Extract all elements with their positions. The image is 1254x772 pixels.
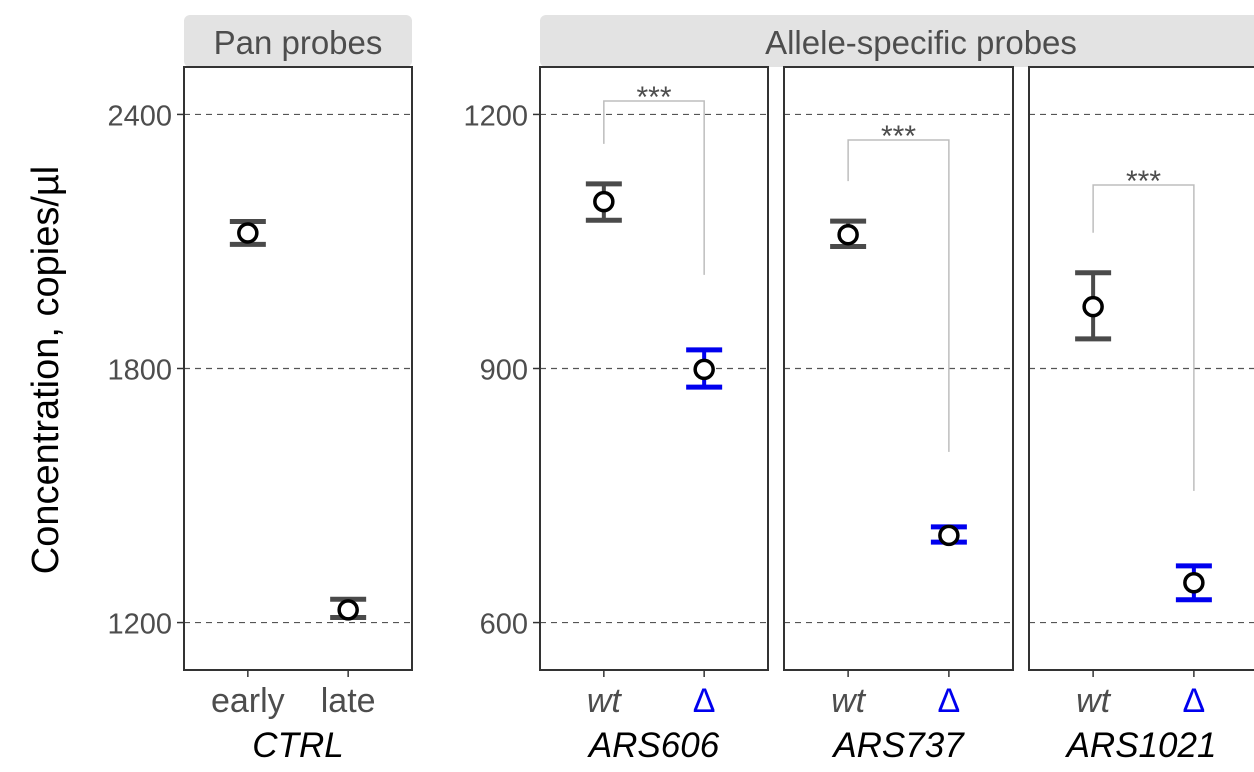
panel-ars737: *** wt Δ ARS737: [783, 66, 1014, 765]
panels-layer: 1200 1800 2400 early late CTRL 600 900 1200 *** wt…: [107, 66, 1254, 765]
x-tick-label-ars737-1: Δ: [938, 682, 961, 720]
y-tick-label-ars606-2: 1200: [463, 100, 528, 132]
x-tick-label-ars606-0: wt: [587, 682, 623, 720]
strip-allele-specific-probes: [540, 15, 1254, 67]
mean-point-ars737-0: [837, 223, 859, 246]
x-tick-label-ars1021-1: Δ: [1183, 682, 1206, 720]
significance-label-ars737: ***: [881, 120, 916, 153]
x-tick-label-ars737-0: wt: [831, 682, 867, 720]
y-axis-title: Concentration, copies/µl: [25, 166, 67, 574]
mean-point-ars606-1: [693, 358, 715, 381]
panel-frame-ars737: [783, 66, 1014, 671]
mean-point-ars606-0: [593, 190, 615, 213]
panel-frame-ars1021: [1028, 66, 1254, 671]
strip-pan-probes: [184, 15, 412, 67]
significance-label-ars606: ***: [636, 81, 671, 114]
group-label-ctrl: CTRL: [252, 726, 343, 765]
group-label-ars737: ARS737: [831, 726, 965, 765]
mean-point-ars737-1: [938, 524, 960, 547]
mean-point-ars1021-1: [1183, 572, 1205, 594]
panel-ars1021: *** wt Δ ARS1021: [1028, 66, 1254, 765]
panel-ctrl: 1200 1800 2400 early late CTRL: [107, 66, 413, 765]
significance-bracket-ars1021: [1092, 184, 1195, 491]
y-tick-label-ars606-1: 900: [480, 355, 528, 387]
significance-bracket-ars606: [603, 100, 705, 275]
strip-label-allele-specific-probes: Allele-specific probes: [765, 24, 1077, 61]
mean-point-ars1021-0: [1082, 295, 1104, 318]
y-tick-label-ctrl-2: 2400: [107, 100, 172, 132]
group-label-ars1021: ARS1021: [1065, 726, 1217, 765]
x-tick-label-ars606-1: Δ: [693, 682, 716, 720]
mean-point-ctrl-0: [237, 222, 259, 244]
mean-point-ctrl-1: [337, 599, 359, 621]
significance-bracket-ars737: [847, 139, 950, 452]
x-tick-label-ctrl-0: early: [211, 682, 285, 720]
group-label-ars606: ARS606: [587, 726, 720, 765]
y-tick-label-ctrl-0: 1200: [107, 609, 172, 641]
panel-ars606: 600 900 1200 *** wt Δ ARS606: [463, 66, 769, 765]
y-tick-label-ars606-0: 600: [480, 609, 528, 641]
x-tick-label-ars1021-0: wt: [1076, 682, 1112, 720]
strip-label-pan-probes: Pan probes: [214, 24, 383, 61]
y-tick-label-ctrl-1: 1800: [107, 355, 172, 387]
significance-label-ars1021: ***: [1126, 165, 1161, 198]
x-tick-label-ctrl-1: late: [321, 682, 376, 720]
